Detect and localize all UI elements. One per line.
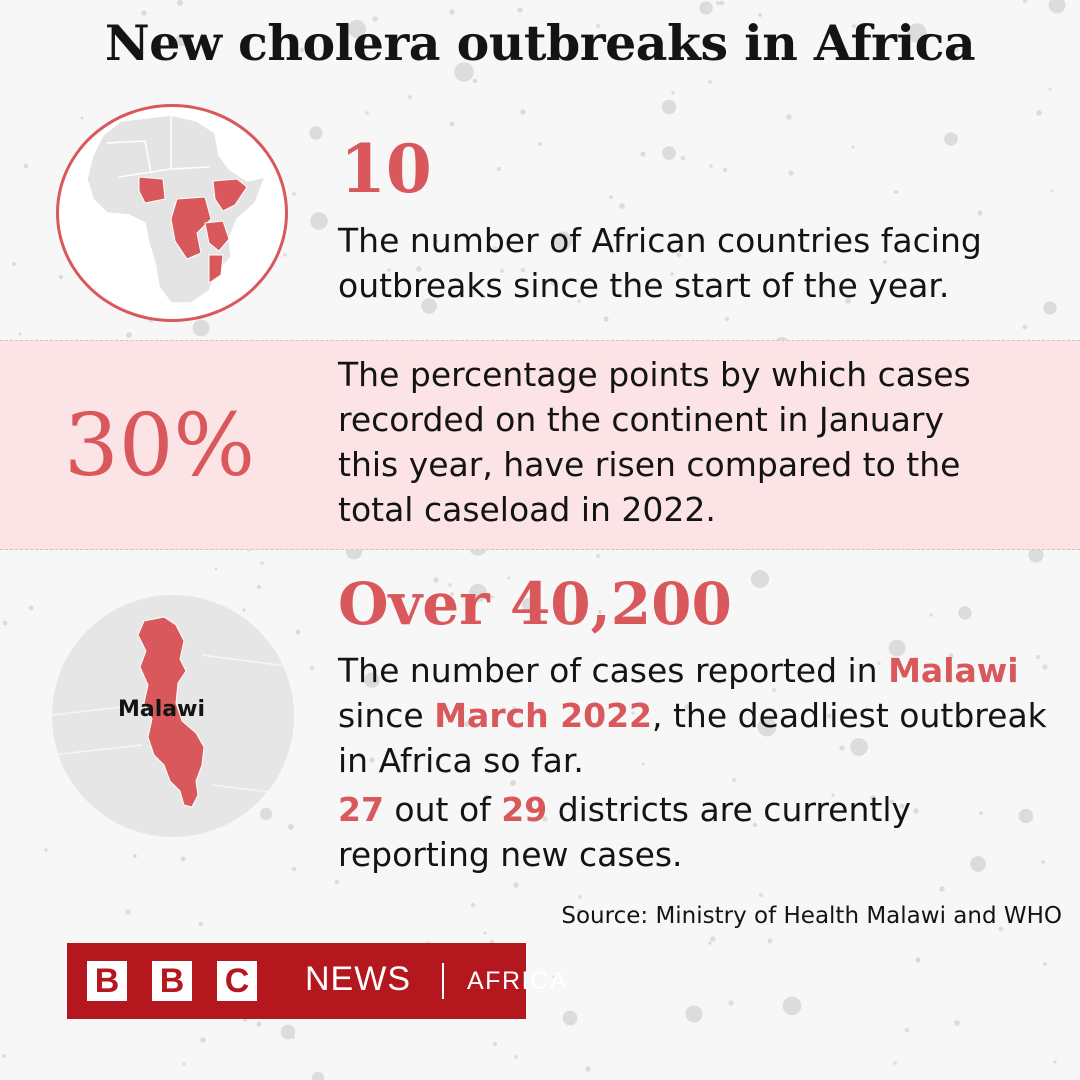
description-line: since March 2022, the deadliest outbreak xyxy=(338,693,1047,738)
logo-block-b: B xyxy=(152,961,192,1001)
districts-affected: 27 xyxy=(338,790,384,829)
stat-countries-description: The number of African countries facing o… xyxy=(338,218,982,308)
logo-section-text: AFRICA xyxy=(467,967,568,995)
description-line: The percentage points by which cases xyxy=(338,355,971,394)
text-segment: The number of cases reported in xyxy=(338,651,889,690)
description-line: outbreaks since the start of the year. xyxy=(338,266,950,305)
page-title: New cholera outbreaks in Africa xyxy=(104,14,976,72)
description-line: total caseload in 2022. xyxy=(338,490,716,529)
africa-map-circle xyxy=(56,104,288,322)
description-line: in Africa so far. xyxy=(338,741,584,780)
stat-cases-value: Over 40,200 xyxy=(338,570,732,638)
bbc-news-africa-logo: B B C NEWS AFRICA xyxy=(67,943,566,1019)
logo-separator xyxy=(442,963,444,999)
percentage-band xyxy=(0,340,1080,550)
malawi-map-label: Malawi xyxy=(118,697,205,722)
districts-total: 29 xyxy=(501,790,548,829)
africa-map-icon xyxy=(86,114,267,304)
description-line: The number of cases reported in Malawi xyxy=(338,648,1047,693)
description-line: recorded on the continent in January xyxy=(338,400,944,439)
stat-countries-value: 10 xyxy=(340,130,432,208)
stat-cases-description: The number of cases reported in Malawi s… xyxy=(338,648,1047,877)
stat-percentage-value: 30% xyxy=(64,396,256,496)
malawi-map-icon xyxy=(52,616,294,808)
malawi-map-circle: Malawi xyxy=(52,595,294,837)
text-segment: since xyxy=(338,696,435,735)
description-line: The number of African countries facing xyxy=(338,221,982,260)
logo-news-text: NEWS xyxy=(305,960,411,998)
description-line: this year, have risen compared to the xyxy=(338,445,961,484)
source-note: Source: Ministry of Health Malawi and WH… xyxy=(561,903,1062,929)
stat-percentage-description: The percentage points by which cases rec… xyxy=(338,352,971,532)
highlight-country: Malawi xyxy=(888,651,1019,690)
logo-block-c: C xyxy=(217,961,257,1001)
highlight-date: March 2022 xyxy=(434,696,652,735)
logo-block-b: B xyxy=(87,961,127,1001)
description-line: reporting new cases. xyxy=(338,835,683,874)
text-segment: , the deadliest outbreak xyxy=(652,696,1047,735)
text-segment: districts are currently xyxy=(547,790,912,829)
districts-line: 27 out of 29 districts are currently xyxy=(338,787,1047,832)
text-segment: out of xyxy=(383,790,502,829)
